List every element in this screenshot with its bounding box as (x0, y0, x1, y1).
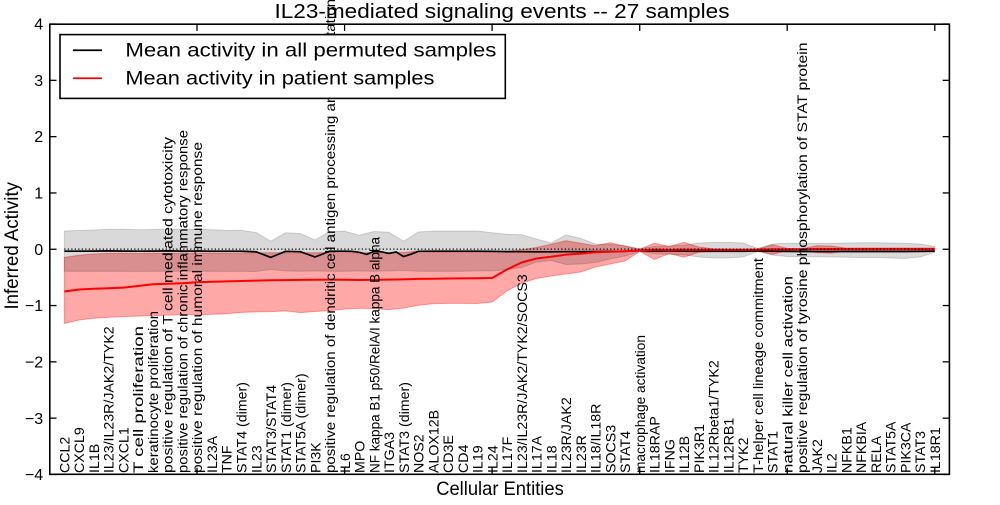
svg-text:T cell proliferation: T cell proliferation (131, 326, 147, 473)
svg-text:NOS2: NOS2 (412, 434, 428, 473)
svg-text:−3: −3 (25, 411, 43, 428)
svg-text:CD3E: CD3E (441, 435, 457, 473)
svg-text:IL6: IL6 (338, 453, 354, 473)
svg-text:CD4: CD4 (456, 445, 472, 473)
svg-text:IL18/IL18R: IL18/IL18R (589, 404, 605, 473)
svg-text:−2: −2 (25, 355, 43, 372)
svg-text:IL18: IL18 (544, 445, 560, 473)
svg-text:IL23R/JAK2: IL23R/JAK2 (559, 397, 575, 473)
svg-text:IL23-mediated signaling events: IL23-mediated signaling events -- 27 sam… (275, 1, 730, 23)
svg-text:positive regulation of T cell: positive regulation of T cell mediated c… (161, 136, 177, 473)
svg-text:IL17F: IL17F (500, 436, 516, 473)
svg-text:STAT1: STAT1 (766, 431, 782, 473)
svg-text:NFKBIA: NFKBIA (854, 421, 870, 473)
svg-text:positive regulation of chronic: positive regulation of chronic inflammat… (176, 130, 192, 473)
svg-text:IL17A: IL17A (530, 435, 546, 473)
svg-text:TYK2: TYK2 (736, 437, 752, 473)
svg-text:ALOX12B: ALOX12B (426, 410, 442, 473)
svg-text:macrophage activation: macrophage activation (633, 335, 649, 473)
svg-text:IL23A: IL23A (205, 435, 221, 473)
svg-text:Mean activity in patient sampl: Mean activity in patient samples (125, 68, 434, 90)
svg-text:Inferred Activity: Inferred Activity (1, 182, 23, 310)
svg-text:STAT4 (dimer): STAT4 (dimer) (235, 382, 251, 473)
svg-text:STAT1 (dimer): STAT1 (dimer) (279, 382, 295, 473)
svg-text:IL23: IL23 (249, 445, 265, 473)
svg-text:RELA: RELA (869, 435, 885, 473)
svg-text:natural killer cell activation: natural killer cell activation (780, 276, 796, 473)
svg-text:Cellular Entities: Cellular Entities (436, 478, 564, 500)
svg-text:keratinocyte proliferation: keratinocyte proliferation (146, 311, 162, 473)
svg-text:NF kappa B1 p50/RelA/I kappa B: NF kappa B1 p50/RelA/I kappa B alpha (367, 237, 383, 473)
svg-text:NFKB1: NFKB1 (839, 427, 855, 473)
svg-text:4: 4 (34, 17, 43, 34)
svg-text:IL18R1: IL18R1 (928, 427, 944, 473)
svg-text:IL2: IL2 (825, 453, 841, 473)
svg-text:−1: −1 (25, 298, 43, 315)
svg-text:IL23/IL23R/JAK2/TYK2: IL23/IL23R/JAK2/TYK2 (102, 326, 118, 473)
svg-text:3: 3 (34, 73, 43, 90)
svg-text:IL18RAP: IL18RAP (648, 416, 664, 473)
svg-text:STAT4: STAT4 (618, 431, 634, 473)
svg-text:T-helper cell lineage commitme: T-helper cell lineage commitment (751, 258, 767, 473)
svg-text:PI3K: PI3K (308, 442, 324, 473)
svg-text:MPO: MPO (353, 441, 369, 473)
svg-text:STAT3 (dimer): STAT3 (dimer) (397, 382, 413, 473)
svg-text:positive regulation of humoral: positive regulation of humoral immune re… (190, 142, 206, 473)
svg-text:1: 1 (34, 186, 43, 203)
svg-text:ITGA3: ITGA3 (382, 432, 398, 473)
svg-text:2: 2 (34, 129, 43, 146)
svg-text:Mean activity in all permuted: Mean activity in all permuted samples (125, 40, 496, 62)
svg-text:PIK3R1: PIK3R1 (692, 424, 708, 473)
svg-text:IL23/IL23R/JAK2/TYK2/SOCS3: IL23/IL23R/JAK2/TYK2/SOCS3 (515, 274, 531, 473)
svg-text:IL23R: IL23R (574, 435, 590, 473)
svg-text:CXCL1: CXCL1 (117, 427, 133, 473)
svg-text:IFNG: IFNG (662, 439, 678, 473)
svg-text:CXCL9: CXCL9 (72, 427, 88, 473)
svg-text:STAT3: STAT3 (913, 431, 929, 473)
svg-text:STAT3/STAT4: STAT3/STAT4 (264, 385, 280, 473)
svg-text:0: 0 (34, 242, 43, 259)
svg-text:STAT5A: STAT5A (884, 421, 900, 473)
svg-text:IL12B: IL12B (677, 436, 693, 473)
svg-text:IL24: IL24 (485, 445, 501, 473)
svg-text:JAK2: JAK2 (810, 439, 826, 473)
svg-text:IL19: IL19 (471, 445, 487, 473)
svg-text:IL12RB1: IL12RB1 (721, 418, 737, 473)
svg-text:SOCS3: SOCS3 (603, 425, 619, 473)
svg-text:−4: −4 (25, 467, 43, 484)
svg-text:CCL2: CCL2 (58, 437, 74, 473)
svg-text:IL1B: IL1B (87, 444, 103, 473)
svg-text:STAT5A (dimer): STAT5A (dimer) (294, 373, 310, 473)
svg-text:IL12Rbeta1/TYK2: IL12Rbeta1/TYK2 (707, 360, 723, 473)
svg-text:positive regulation of dendrit: positive regulation of dendritic cell an… (323, 0, 339, 473)
svg-text:PIK3CA: PIK3CA (898, 422, 914, 473)
svg-text:TNF: TNF (220, 445, 236, 473)
svg-text:positive regulation of tyrosin: positive regulation of tyrosine phosphor… (795, 43, 811, 473)
